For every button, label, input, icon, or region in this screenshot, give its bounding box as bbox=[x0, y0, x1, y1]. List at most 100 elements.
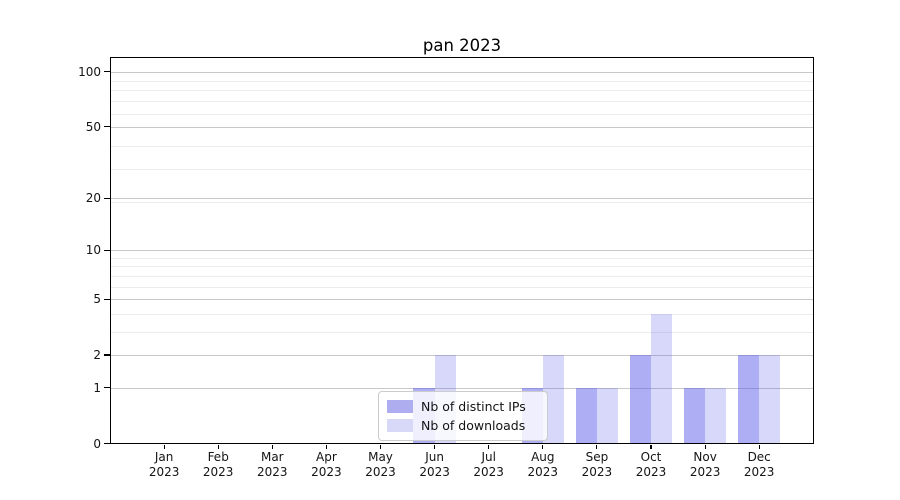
x-tick-label-line: Aug bbox=[531, 450, 555, 464]
y-axis-tick bbox=[104, 197, 110, 199]
x-tick-label-line: Mar bbox=[260, 450, 284, 464]
gridline-minor bbox=[111, 146, 813, 148]
y-axis-tick bbox=[104, 443, 110, 445]
x-axis-tick bbox=[596, 444, 598, 449]
x-axis-tick bbox=[163, 444, 165, 449]
gridline-minor bbox=[111, 286, 813, 288]
legend-label-distinct-ips: Nb of distinct IPs bbox=[421, 399, 526, 414]
x-tick-label-line: Oct bbox=[640, 450, 662, 464]
gridline-major bbox=[111, 71, 813, 73]
x-tick-label: Aug 2023 bbox=[515, 450, 571, 480]
bar-distinct-ips-10 bbox=[683, 387, 706, 444]
x-tick-label-line: 2023 bbox=[527, 465, 559, 479]
gridline-minor bbox=[111, 113, 813, 115]
gridline-minor bbox=[111, 258, 813, 259]
x-tick-label-line: 2023 bbox=[635, 465, 667, 479]
x-tick-label-line: 2023 bbox=[365, 465, 396, 479]
gridline-minor bbox=[111, 275, 813, 277]
y-axis-tick bbox=[104, 354, 110, 356]
y-axis-tick bbox=[104, 298, 110, 300]
bar-distinct-ips-11 bbox=[737, 354, 760, 444]
y-tick-label: 50 bbox=[85, 119, 101, 134]
gridline-major bbox=[111, 387, 813, 389]
x-tick-label-line: 2023 bbox=[419, 465, 450, 479]
bar-downloads-11 bbox=[759, 354, 781, 444]
gridline-minor bbox=[111, 90, 813, 92]
gridline-major bbox=[111, 250, 813, 252]
x-tick-label-line: Jan bbox=[154, 450, 174, 464]
plot-area-frame bbox=[110, 57, 814, 444]
y-tick-label: 2 bbox=[93, 347, 101, 362]
y-axis-tick bbox=[104, 387, 110, 389]
x-tick-label: Apr 2023 bbox=[298, 450, 354, 480]
bar-downloads-10 bbox=[705, 387, 727, 444]
gridline-minor bbox=[111, 202, 813, 204]
x-tick-label-line: 2023 bbox=[743, 465, 775, 479]
y-axis-tick bbox=[104, 249, 110, 251]
legend-item-downloads: Nb of downloads bbox=[387, 419, 547, 432]
x-axis-tick bbox=[217, 444, 219, 449]
x-axis-tick bbox=[325, 444, 327, 449]
y-axis-tick bbox=[104, 71, 110, 73]
gridline-major bbox=[111, 299, 813, 301]
x-tick-label-line: Nov bbox=[693, 450, 717, 464]
y-tick-label: 0 bbox=[93, 436, 101, 451]
x-axis-tick bbox=[271, 444, 273, 449]
x-tick-label: Dec 2023 bbox=[731, 450, 787, 480]
gridline-minor bbox=[111, 169, 813, 171]
legend-label-downloads: Nb of downloads bbox=[421, 418, 526, 433]
bar-downloads-7 bbox=[542, 354, 565, 444]
x-tick-label: Feb 2023 bbox=[190, 450, 246, 480]
x-tick-label-line: Sep bbox=[585, 450, 609, 464]
y-tick-label: 100 bbox=[78, 64, 101, 79]
chart-title: pan 2023 bbox=[422, 36, 502, 55]
x-tick-label-line: 2023 bbox=[311, 465, 342, 479]
x-tick-label: Mar 2023 bbox=[244, 450, 300, 480]
x-tick-label: Sep 2023 bbox=[569, 450, 625, 480]
y-tick-label: 1 bbox=[93, 380, 101, 395]
y-tick-label: 5 bbox=[93, 292, 101, 307]
x-tick-label-line: 2023 bbox=[581, 465, 613, 479]
x-tick-label: Jul 2023 bbox=[461, 450, 517, 480]
gridline-major bbox=[111, 198, 813, 200]
y-axis-tick bbox=[104, 126, 110, 128]
x-tick-label-line: 2023 bbox=[473, 465, 504, 479]
x-tick-label: Jun 2023 bbox=[407, 450, 463, 480]
x-tick-label-line: 2023 bbox=[202, 465, 234, 479]
x-tick-label-line: Apr bbox=[316, 450, 337, 464]
x-tick-label-line: May bbox=[368, 450, 393, 464]
legend-swatch-downloads bbox=[387, 419, 413, 432]
x-axis-tick bbox=[704, 444, 706, 449]
gridline-minor bbox=[111, 313, 813, 315]
x-tick-label-line: Jun bbox=[425, 450, 444, 464]
bar-downloads-8 bbox=[596, 387, 619, 444]
bar-downloads-9 bbox=[651, 313, 673, 444]
x-axis-tick bbox=[758, 444, 760, 449]
x-tick-label-line: Jul bbox=[481, 450, 496, 464]
x-axis-tick bbox=[650, 444, 652, 449]
y-tick-label: 10 bbox=[85, 243, 101, 258]
x-tick-label: Oct 2023 bbox=[623, 450, 679, 480]
x-tick-label-line: 2023 bbox=[689, 465, 721, 479]
bar-distinct-ips-9 bbox=[629, 354, 651, 444]
x-tick-label: Nov 2023 bbox=[677, 450, 733, 480]
gridline-major bbox=[111, 354, 813, 356]
x-axis-tick bbox=[379, 444, 382, 449]
x-axis-tick bbox=[542, 444, 544, 449]
legend-item-distinct-ips: Nb of distinct IPs bbox=[387, 400, 547, 413]
x-tick-label: May 2023 bbox=[353, 450, 409, 480]
x-axis-tick bbox=[434, 444, 436, 449]
gridline-minor bbox=[111, 101, 813, 103]
y-tick-label: 20 bbox=[85, 191, 101, 206]
x-tick-label-line: 2023 bbox=[257, 465, 288, 479]
x-tick-label-line: Feb bbox=[207, 450, 229, 464]
legend: Nb of distinct IPs Nb of downloads bbox=[378, 391, 548, 441]
gridline-minor bbox=[111, 266, 813, 268]
x-tick-label: Jan 2023 bbox=[136, 450, 192, 480]
bar-distinct-ips-8 bbox=[575, 387, 597, 444]
x-tick-label-line: Dec bbox=[747, 450, 771, 464]
gridline-minor bbox=[111, 80, 813, 82]
gridline-major bbox=[111, 126, 813, 128]
gridline-minor bbox=[111, 331, 813, 333]
